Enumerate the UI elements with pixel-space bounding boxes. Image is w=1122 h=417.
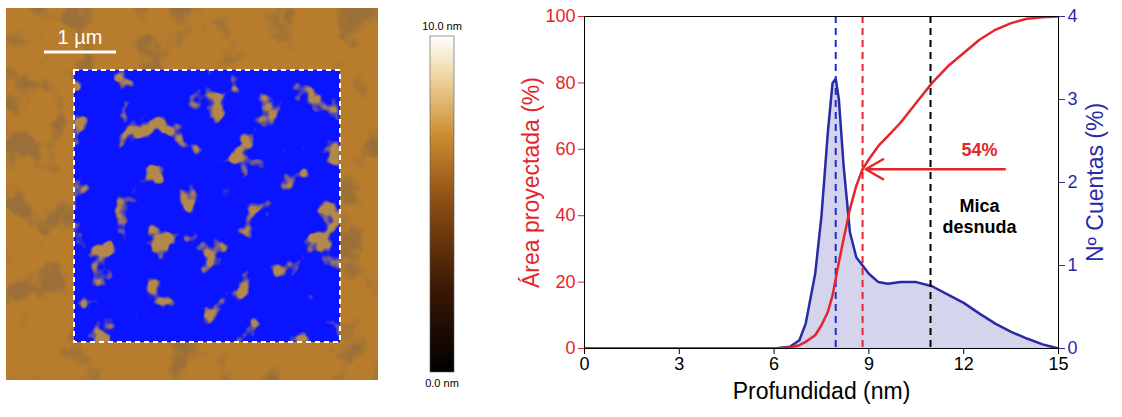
svg-text:9: 9 [864, 354, 874, 374]
svg-text:3: 3 [1068, 89, 1078, 109]
svg-text:0: 0 [565, 338, 575, 358]
svg-text:0: 0 [1068, 338, 1078, 358]
svg-text:6: 6 [769, 354, 779, 374]
svg-text:10.0 nm: 10.0 nm [422, 20, 462, 32]
svg-text:20: 20 [555, 272, 575, 292]
svg-text:0.0 nm: 0.0 nm [425, 377, 459, 389]
svg-text:60: 60 [555, 139, 575, 159]
svg-text:1 µm: 1 µm [58, 26, 103, 48]
svg-text:40: 40 [555, 205, 575, 225]
svg-text:2: 2 [1068, 172, 1078, 192]
svg-text:Nº Cuentas (%): Nº Cuentas (%) [1082, 103, 1108, 262]
svg-text:15: 15 [1048, 354, 1068, 374]
svg-text:Micadesnuda: Micadesnuda [942, 196, 1017, 237]
svg-text:100: 100 [545, 6, 575, 26]
svg-text:Área proyectada (%): Área proyectada (%) [518, 77, 544, 288]
svg-text:12: 12 [954, 354, 974, 374]
svg-text:80: 80 [555, 73, 575, 93]
svg-text:4: 4 [1068, 6, 1078, 26]
svg-text:0: 0 [579, 354, 589, 374]
svg-text:1: 1 [1068, 255, 1078, 275]
svg-text:54%: 54% [961, 140, 997, 160]
svg-text:Profundidad (nm): Profundidad (nm) [733, 378, 911, 404]
svg-text:3: 3 [674, 354, 684, 374]
